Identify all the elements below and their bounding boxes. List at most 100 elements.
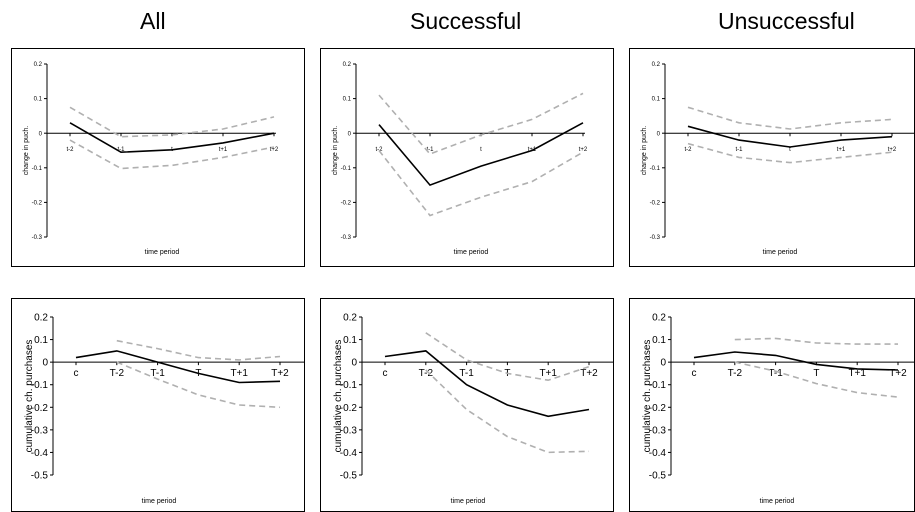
y-tick-label: -0.1: [650, 166, 661, 172]
y-tick-label: -0.2: [650, 201, 661, 207]
x-tick-label: t+2: [579, 147, 588, 153]
x-tick-label: T+2: [580, 368, 598, 379]
y-tick-label: 0: [348, 131, 352, 137]
y-axis-title: change in puch.: [332, 126, 339, 175]
series-line-bound: [687, 106, 893, 130]
y-tick-label: -0.5: [649, 471, 667, 482]
x-axis-title: time period: [145, 249, 180, 256]
x-tick-label: c: [692, 368, 697, 379]
y-tick-label: 0.2: [652, 313, 666, 324]
series-line-bound: [378, 92, 584, 155]
x-tick-label: T-2: [419, 368, 434, 379]
y-axis-title: cumulative ch. purchases: [642, 340, 653, 453]
x-axis-title: time period: [142, 498, 177, 505]
x-tick-label: t+2: [888, 147, 897, 153]
chart-panel-3: 0.2 0.1 0 -0.1 -0.2 -0.3 t-2 t-1 t t+1 t+2 change i…: [629, 48, 915, 267]
chart-panel-2: 0.2 0.1 0 -0.1 -0.2 -0.3 t-2 t-1 t t+1 t+2 change i…: [320, 48, 614, 267]
y-axis-title: change in puch.: [641, 126, 648, 175]
y-tick-label: 0: [657, 131, 661, 137]
y-tick-label: -0.3: [341, 235, 352, 241]
y-tick-label: 0.1: [343, 97, 352, 103]
series-line-mean: [75, 350, 281, 384]
y-tick-label: -0.3: [650, 235, 661, 241]
x-tick-label: T-1: [459, 368, 474, 379]
y-tick-label: 0.2: [34, 62, 43, 68]
chart-panel-6: 0.2 0.1 0 -0.1 -0.2 -0.3 -0.4 -0.5 c T-2 T-1 T T+1 T+…: [629, 298, 915, 512]
y-tick-label: 0.2: [343, 313, 357, 324]
series-line-mean: [384, 350, 590, 418]
series-line-bound: [425, 369, 590, 454]
chart-svg: 0.20.10-0.1-0.2-0.3-0.4-0.5c T-2 T-1 T T+1 T+…: [642, 313, 914, 505]
x-tick-label: t-2: [66, 147, 74, 153]
y-tick-label: -0.5: [31, 471, 49, 482]
series-line-mean: [378, 122, 584, 187]
x-tick-label: T-1: [150, 368, 165, 379]
series-line-bound: [425, 332, 590, 382]
y-tick-label: -0.2: [31, 403, 49, 414]
y-tick-label: -0.1: [649, 380, 667, 391]
series-line-bound: [116, 361, 281, 409]
x-tick-label: t-2: [684, 147, 692, 153]
y-tick-label: -0.4: [649, 448, 667, 459]
column-title-all: All: [140, 8, 166, 34]
y-tick-label: 0.2: [34, 313, 48, 324]
x-tick-label: T: [813, 368, 819, 379]
y-tick-label: 0.1: [34, 335, 48, 346]
y-tick-label: 0.1: [343, 335, 357, 346]
y-tick-label: -0.1: [341, 166, 352, 172]
series-line-bound: [69, 139, 275, 170]
y-tick-label: 0: [39, 131, 43, 137]
y-tick-label: -0.1: [340, 380, 358, 391]
y-tick-label: 0: [660, 358, 666, 369]
y-tick-label: -0.3: [31, 425, 49, 436]
x-tick-label: T+2: [889, 368, 907, 379]
chart-panel-1: 0.2 0.1 0 -0.1 -0.2 -0.3 t-2 t-1 t t+1 t+2 change i…: [11, 48, 305, 267]
y-axis-title: cumulative ch. purchases: [333, 340, 344, 453]
y-tick-label: -0.2: [32, 201, 43, 207]
y-tick-label: -0.3: [32, 235, 43, 241]
y-tick-label: -0.4: [340, 448, 358, 459]
y-axis-title: cumulative ch. purchases: [24, 340, 35, 453]
series-line-bound: [378, 150, 584, 217]
y-tick-label: 0.1: [652, 335, 666, 346]
column-title-successful: Successful: [410, 8, 522, 34]
chart-panel-5: 0.2 0.1 0 -0.1 -0.2 -0.3 -0.4 -0.5 c T-2 T-1 T T+1 T+…: [320, 298, 614, 512]
chart-svg: 0.20.10-0.1-0.2-0.3-0.4-0.5c T-2 T-1 T T+1 T+…: [24, 313, 304, 505]
x-tick-label: t+1: [219, 147, 228, 153]
x-tick-label: T-1: [768, 368, 783, 379]
y-tick-label: -0.5: [340, 471, 358, 482]
x-axis-title: time period: [760, 498, 795, 505]
x-tick-label: t: [480, 147, 482, 153]
x-tick-label: T+1: [848, 368, 866, 379]
x-tick-label: t-1: [735, 147, 743, 153]
series-line-mean: [693, 351, 899, 371]
y-tick-label: 0.1: [34, 97, 43, 103]
y-tick-label: 0.2: [343, 62, 352, 68]
x-axis-title: time period: [454, 249, 489, 256]
y-axis-title: change in puch.: [23, 126, 30, 175]
y-tick-label: 0.2: [652, 62, 661, 68]
x-tick-label: T+1: [230, 368, 248, 379]
series-line-bound: [734, 337, 898, 345]
y-tick-label: -0.4: [31, 448, 49, 459]
x-tick-label: T+2: [271, 368, 289, 379]
x-tick-label: T-2: [110, 368, 125, 379]
x-tick-label: t-1: [117, 147, 125, 153]
x-tick-label: t+2: [270, 147, 279, 153]
series-line-bound: [69, 106, 275, 138]
y-tick-label: -0.1: [31, 380, 49, 391]
y-tick-label: -0.3: [340, 425, 358, 436]
x-tick-label: t: [789, 147, 791, 153]
x-tick-label: t+1: [837, 147, 846, 153]
y-tick-label: -0.3: [649, 425, 667, 436]
y-tick-label: 0: [42, 358, 48, 369]
y-tick-label: -0.2: [340, 403, 358, 414]
column-title-unsuccessful: Unsuccessful: [718, 8, 855, 34]
chart-svg: 0.20.10-0.1-0.2-0.3-0.4-0.5c T-2 T-1 T T+1 T+…: [333, 313, 613, 505]
x-axis-title: time period: [451, 498, 486, 505]
x-tick-label: c: [74, 368, 79, 379]
y-tick-label: -0.1: [32, 166, 43, 172]
